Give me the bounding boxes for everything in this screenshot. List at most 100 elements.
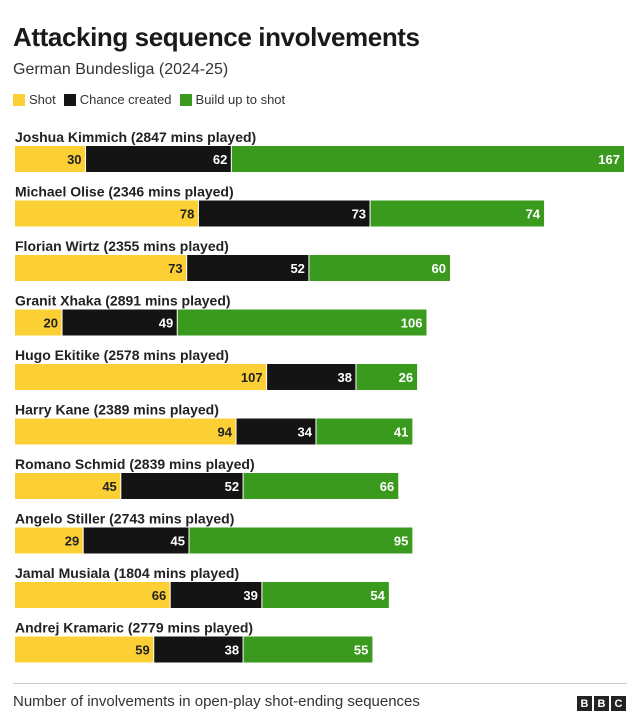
legend: Shot Chance created Build up to shot <box>13 92 293 107</box>
stacked-bar-chart: Joshua Kimmich (2847 mins played) 30 62 167… <box>15 129 624 663</box>
bar-build-up-to-shot <box>355 364 418 390</box>
category-label: Granit Xhaka (2891 mins played) <box>15 293 231 309</box>
bar-build-up-to-shot <box>189 527 413 554</box>
bar-separator <box>169 582 171 608</box>
data-label-build-up-to-shot: 54 <box>370 588 385 603</box>
data-label-shot: 20 <box>44 316 58 331</box>
data-label-chance-created: 52 <box>290 261 304 276</box>
bar-separator <box>315 418 317 445</box>
data-label-build-up-to-shot: 60 <box>432 261 446 276</box>
bar-shot <box>15 636 154 663</box>
data-label-chance-created: 62 <box>213 152 227 167</box>
bar-chance-created <box>266 364 356 390</box>
category-label: Joshua Kimmich (2847 mins played) <box>15 129 256 145</box>
bar-shot <box>15 309 63 336</box>
bar-shot <box>15 527 84 554</box>
bar-separator <box>235 418 237 445</box>
legend-swatch-chance-created <box>63 93 76 106</box>
bar-separator <box>61 309 63 336</box>
bar-shot <box>15 255 187 281</box>
bar-separator <box>242 636 244 663</box>
data-label-build-up-to-shot: 26 <box>399 370 413 385</box>
bar-shot <box>15 473 121 499</box>
bar-shot <box>15 146 86 172</box>
bar-shot <box>15 582 171 608</box>
bar-build-up-to-shot <box>370 200 545 227</box>
bar-chance-created <box>85 146 232 172</box>
bbc-logo-letter-1: B <box>577 696 592 711</box>
bbc-logo-letter-2: B <box>594 696 609 711</box>
data-label-shot: 29 <box>65 534 79 549</box>
legend-item-chance-created: Chance created <box>63 92 172 107</box>
category-label: Angelo Stiller (2743 mins played) <box>15 511 234 527</box>
data-label-shot: 66 <box>152 588 166 603</box>
category-label: Florian Wirtz (2355 mins played) <box>15 238 229 254</box>
data-label-build-up-to-shot: 106 <box>401 316 423 331</box>
bar-separator <box>188 527 190 554</box>
legend-swatch-build-up <box>179 93 192 106</box>
data-label-chance-created: 45 <box>171 534 185 549</box>
legend-label-chance-created: Chance created <box>79 92 172 107</box>
data-label-shot: 78 <box>180 207 194 222</box>
data-label-shot: 59 <box>135 643 149 658</box>
data-label-shot: 45 <box>102 479 116 494</box>
bar-separator <box>120 473 122 499</box>
data-label-build-up-to-shot: 41 <box>394 425 408 440</box>
bar-chance-created <box>170 582 262 608</box>
data-label-shot: 107 <box>241 370 263 385</box>
data-label-chance-created: 73 <box>352 207 366 222</box>
bar-build-up-to-shot <box>243 636 373 663</box>
bar-chance-created <box>62 309 178 336</box>
data-label-shot: 73 <box>168 261 182 276</box>
bar-build-up-to-shot <box>177 309 427 336</box>
data-label-chance-created: 39 <box>243 588 257 603</box>
bar-separator <box>230 146 232 172</box>
legend-item-build-up: Build up to shot <box>179 92 286 107</box>
bar-build-up-to-shot <box>261 582 389 608</box>
data-label-build-up-to-shot: 66 <box>380 479 394 494</box>
bar-separator <box>308 255 310 281</box>
footer-divider <box>13 683 627 684</box>
data-label-build-up-to-shot: 55 <box>354 643 368 658</box>
bar-separator <box>242 473 244 499</box>
bar-separator <box>82 527 84 554</box>
bar-separator <box>355 364 357 390</box>
bar-chance-created <box>153 636 244 663</box>
data-label-chance-created: 52 <box>225 479 239 494</box>
bar-chance-created <box>236 418 316 445</box>
legend-label-shot: Shot <box>29 92 56 107</box>
category-label: Hugo Ekitike (2578 mins played) <box>15 347 229 363</box>
data-label-chance-created: 38 <box>337 370 351 385</box>
legend-item-shot: Shot <box>13 92 56 107</box>
category-label: Andrej Kramaric (2779 mins played) <box>15 620 253 636</box>
category-label: Jamal Musiala (1804 mins played) <box>15 565 239 581</box>
data-label-chance-created: 34 <box>298 425 313 440</box>
bar-build-up-to-shot <box>308 255 450 281</box>
chart-subtitle: German Bundesliga (2024-25) <box>13 61 229 78</box>
data-label-chance-created: 38 <box>225 643 239 658</box>
data-label-build-up-to-shot: 74 <box>526 207 541 222</box>
bar-separator <box>266 364 268 390</box>
data-label-shot: 94 <box>218 425 233 440</box>
bar-chance-created <box>198 200 371 227</box>
bar-chance-created <box>83 527 189 554</box>
bar-build-up-to-shot <box>315 418 413 445</box>
bar-separator <box>186 255 188 281</box>
bar-shot <box>15 418 237 445</box>
bar-separator <box>153 636 155 663</box>
bar-build-up-to-shot <box>243 473 399 499</box>
bar-shot <box>15 364 267 390</box>
bar-build-up-to-shot <box>231 146 624 172</box>
bar-separator <box>85 146 87 172</box>
bar-separator <box>369 200 371 227</box>
bbc-logo: B B C <box>575 696 626 711</box>
bar-shot <box>15 200 199 227</box>
bar-separator <box>261 582 263 608</box>
data-label-shot: 30 <box>67 152 81 167</box>
chart-title: Attacking sequence involvements <box>13 22 420 52</box>
bar-chance-created <box>120 473 244 499</box>
legend-label-build-up: Build up to shot <box>195 92 286 107</box>
bar-separator <box>176 309 178 336</box>
bar-separator <box>197 200 199 227</box>
footer-note: Number of involvements in open-play shot… <box>13 693 420 710</box>
